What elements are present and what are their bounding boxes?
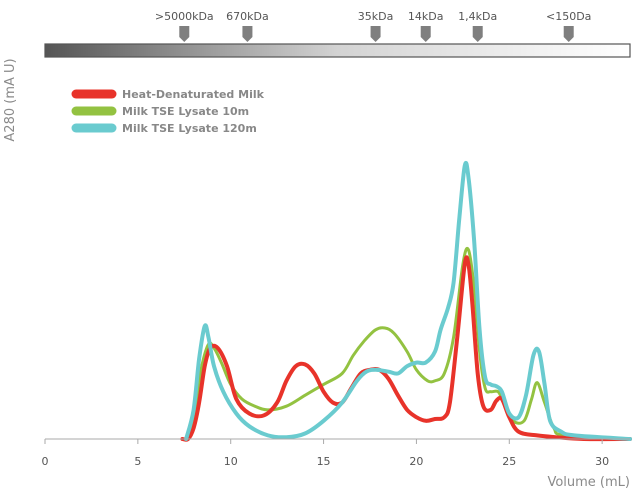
series-line bbox=[180, 255, 632, 442]
molecular-weight-markers: >5000kDa 670kDa 35kDa 14kDa 1,4kDa <150Da bbox=[155, 10, 591, 42]
mw-marker-label: 1,4kDa bbox=[458, 10, 497, 23]
legend-label: Milk TSE Lysate 10m bbox=[122, 105, 249, 118]
mw-marker-pin bbox=[420, 26, 431, 42]
y-axis-title: A280 (mA U) bbox=[3, 58, 18, 141]
series-layer bbox=[180, 160, 632, 442]
legend-label: Milk TSE Lysate 120m bbox=[122, 122, 257, 135]
mw-marker-label: >5000kDa bbox=[155, 10, 214, 23]
mw-marker-label: 14kDa bbox=[408, 10, 444, 23]
mw-marker-label: <150Da bbox=[546, 10, 591, 23]
x-axis-title: Volume (mL) bbox=[547, 475, 630, 490]
mw-marker-pin bbox=[472, 26, 483, 42]
molecular-weight-gradient-bar bbox=[44, 43, 631, 58]
legend-label: Heat-Denaturated Milk bbox=[122, 88, 265, 101]
x-tick-label: 25 bbox=[502, 455, 516, 468]
x-axis-ticks: 0 5 10 15 20 25 30 bbox=[42, 439, 609, 468]
legend: Heat-Denaturated Milk Milk TSE Lysate 10m… bbox=[71, 88, 265, 135]
x-tick-label: 20 bbox=[409, 455, 423, 468]
mw-marker-pin bbox=[242, 26, 253, 42]
x-tick-label: 30 bbox=[595, 455, 609, 468]
x-tick-label: 0 bbox=[42, 455, 49, 468]
mw-marker-label: 670kDa bbox=[226, 10, 269, 23]
mw-marker-label: 35kDa bbox=[358, 10, 394, 23]
gradient-bar-rect bbox=[44, 43, 631, 58]
x-tick-label: 15 bbox=[317, 455, 331, 468]
x-tick-label: 5 bbox=[134, 455, 141, 468]
mw-marker-pin bbox=[179, 26, 190, 42]
series-line bbox=[184, 160, 632, 441]
x-tick-label: 10 bbox=[224, 455, 238, 468]
series-line bbox=[184, 246, 632, 441]
mw-marker-pin bbox=[370, 26, 381, 42]
mw-marker-pin bbox=[563, 26, 574, 42]
